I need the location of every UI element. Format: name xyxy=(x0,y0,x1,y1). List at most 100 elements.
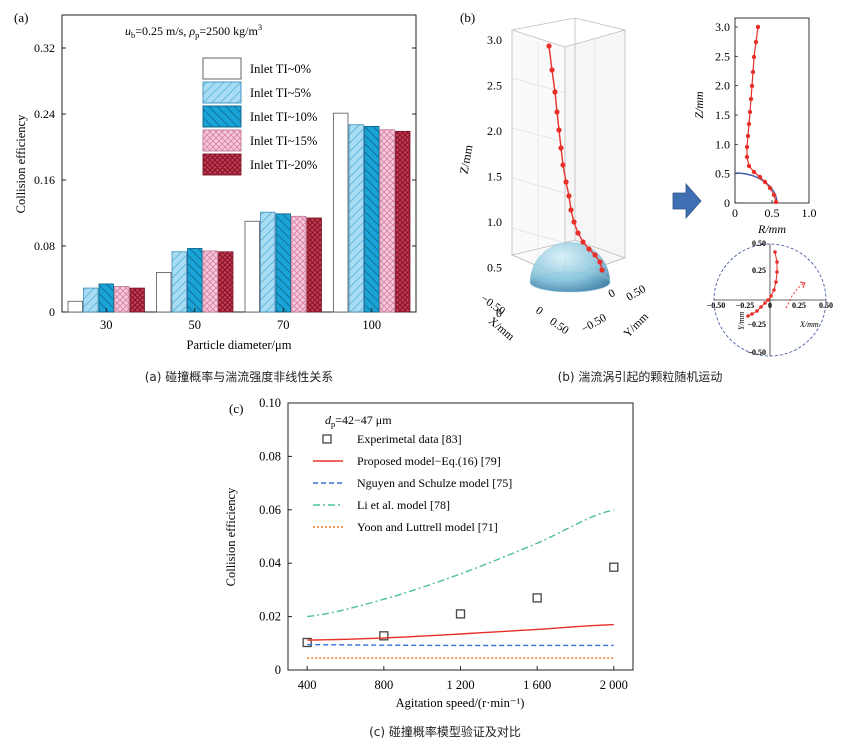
top-trajectory-arrowhead xyxy=(799,281,806,289)
rz-ytick-label: 3.0 xyxy=(715,20,730,34)
rz-ytick-label: 1.0 xyxy=(715,137,730,151)
c-ytick-label: 0.02 xyxy=(259,610,281,624)
bubble-equator xyxy=(529,271,611,293)
c-xtick-label: 1 600 xyxy=(523,678,551,692)
bar-100-series-2 xyxy=(364,125,380,313)
rz-trajectory-point xyxy=(757,174,763,180)
bar-30-series-4 xyxy=(129,287,145,313)
bar-100-series-1 xyxy=(348,124,364,313)
trajectory-3d-point xyxy=(566,193,572,199)
top-ytick-label: −0.25 xyxy=(747,320,766,329)
a-legend-label-1: Inlet TI~5% xyxy=(250,86,311,100)
bar-70-series-0 xyxy=(244,220,260,313)
a-legend-swatch-0 xyxy=(202,57,242,80)
rz-ytick-label: 1.5 xyxy=(715,108,730,122)
panel-b-z-label: Z/mm xyxy=(457,143,476,175)
trajectory-3d-point xyxy=(552,89,558,95)
panel-a-xlabel: Particle diameter/μm xyxy=(187,338,292,352)
b3d-ztick-label: 0.5 xyxy=(487,261,502,275)
a-xtick-label: 100 xyxy=(362,318,381,332)
trajectory-3d-point xyxy=(599,267,605,273)
panel-c-annotation: dp=42−47 μm xyxy=(325,413,392,429)
a-legend-swatch-1 xyxy=(202,81,242,104)
top-xtick-label: 0.25 xyxy=(792,301,806,310)
rz-xtick-label: 0.5 xyxy=(765,206,780,220)
top-y-label: Y/mm xyxy=(737,312,746,330)
c-legend-label-4: Yoon and Luttrell model [71] xyxy=(357,520,498,534)
rz-frame xyxy=(734,17,810,204)
top-trajectory-point xyxy=(772,288,776,292)
a-legend-swatch-2 xyxy=(202,105,242,128)
x-tick-2: 0 xyxy=(533,305,545,318)
panel-b-arrow-icon xyxy=(672,182,702,220)
bar-100-series-4 xyxy=(395,130,411,313)
panel-c-ylabel: Collision efficiency xyxy=(224,487,238,586)
rz-trajectory-point xyxy=(747,109,753,115)
x-tick-3: 0.50 xyxy=(547,316,571,338)
c-legend-label-0: Experimetal data [83] xyxy=(357,432,462,446)
trajectory-3d-point xyxy=(568,207,574,213)
rz-ytick-label: 2.5 xyxy=(715,49,730,63)
a-ytick-label: 0.08 xyxy=(34,239,55,253)
top-trajectory-point xyxy=(769,294,773,298)
rz-xtick-label: 1.0 xyxy=(802,206,817,220)
trajectory-3d-point xyxy=(586,246,592,252)
panel-a-legend: Inlet TI~0% Inlet TI~5% Inlet TI~10% Inlet … xyxy=(202,57,317,176)
y-tick-3: 0.50 xyxy=(625,283,649,304)
bar-50-series-3 xyxy=(202,250,218,313)
rz-trajectory-point xyxy=(755,24,761,30)
top-trajectory-point xyxy=(746,314,750,318)
bar-70-series-2 xyxy=(275,213,291,313)
panel-a-ylabel: Collision efficiency xyxy=(14,114,28,213)
x-tick-1: −0.50 xyxy=(478,293,507,318)
trajectory-3d-point xyxy=(580,239,586,245)
a-legend-label-3: Inlet TI~15% xyxy=(250,134,317,148)
c-ytick-label: 0.10 xyxy=(259,396,281,410)
bar-50-series-1 xyxy=(171,251,187,313)
b3d-ztick-label: 2.5 xyxy=(487,79,502,93)
bar-100-series-0 xyxy=(333,112,349,313)
rz-trajectory-point xyxy=(753,39,759,45)
c-legend-label-1: Proposed model−Eq.(16) [79] xyxy=(357,454,501,468)
a-legend-swatch-3 xyxy=(202,129,242,152)
a-ytick-label: 0 xyxy=(49,305,55,319)
bar-30-series-3 xyxy=(114,286,130,313)
a-legend-label-2: Inlet TI~10% xyxy=(250,110,317,124)
rz-ytick-label: 2.0 xyxy=(715,79,730,93)
y-tick-2: 0 xyxy=(607,287,618,300)
trajectory-3d-point xyxy=(592,252,598,258)
c-exp-point xyxy=(302,637,312,648)
panel-a-frame xyxy=(61,14,417,313)
rz-xtick-label: 0 xyxy=(732,206,738,220)
top-trajectory-point xyxy=(750,312,754,316)
b3d-ztick-label: 1.5 xyxy=(487,170,502,184)
trajectory-3d-point xyxy=(560,162,566,168)
rz-ytick-label: 0.5 xyxy=(715,167,730,181)
top-trajectory-point xyxy=(773,250,777,254)
c-exp-point xyxy=(609,562,619,572)
panel-b-trajectory: (b) 3.02.52.01.51.00.50 Z/mm xyxy=(457,10,833,357)
c-xtick-label: 1 200 xyxy=(446,678,474,692)
rz-trajectory-point xyxy=(767,185,773,191)
a-legend-label-4: Inlet TI~20% xyxy=(250,158,317,172)
c-xtick-label: 2 000 xyxy=(600,678,628,692)
rz-ytick-label: 0 xyxy=(724,196,730,210)
trajectory-3d-point xyxy=(549,67,555,73)
top-xtick-label: 0 xyxy=(768,301,772,310)
top-trajectory-point xyxy=(774,280,778,284)
a-xtick-label: 70 xyxy=(277,318,290,332)
a-legend-label-0: Inlet TI~0% xyxy=(250,62,311,76)
rz-trajectory-point xyxy=(771,192,777,198)
top-ytick-label: −0.50 xyxy=(747,348,766,357)
top-ytick-label: 0.50 xyxy=(752,239,766,248)
b3d-ztick-label: 3.0 xyxy=(487,33,502,47)
trajectory-3d-point xyxy=(546,43,552,49)
top-trajectory-point xyxy=(775,270,779,274)
bar-70-series-1 xyxy=(260,211,276,313)
top-trajectory-point xyxy=(775,260,779,264)
c-xtick-label: 400 xyxy=(298,678,317,692)
y-tick-1: −0.50 xyxy=(580,312,609,336)
top-xtick-label: −0.25 xyxy=(736,301,755,310)
bar-50-series-2 xyxy=(187,248,203,313)
